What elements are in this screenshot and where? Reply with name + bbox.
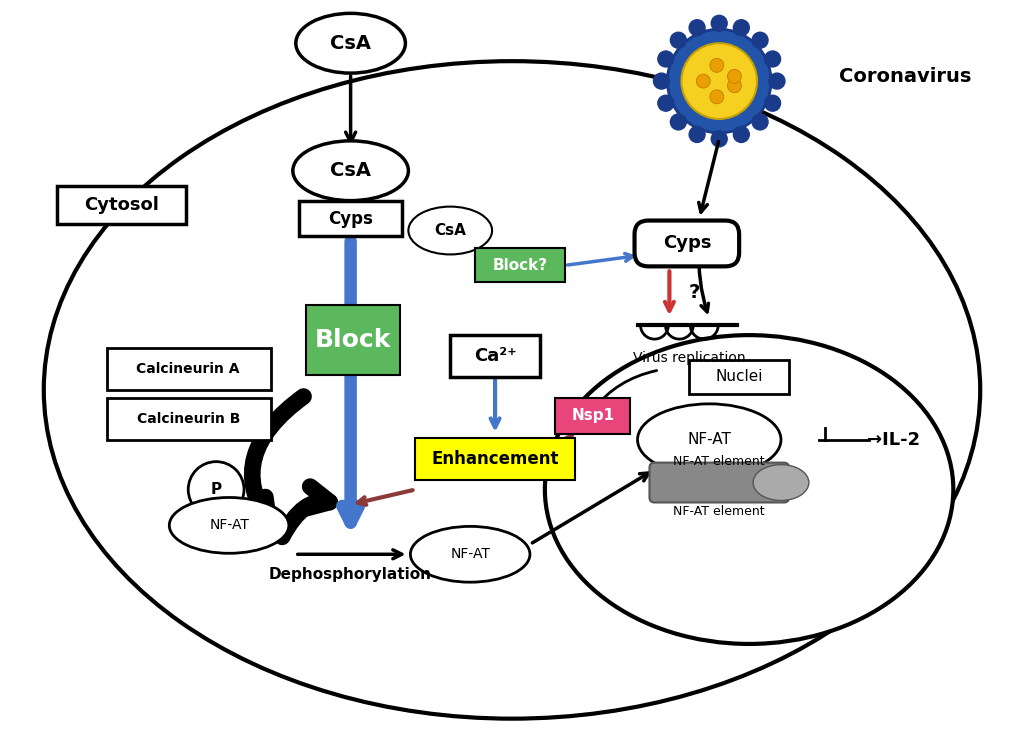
Ellipse shape (671, 32, 686, 48)
Text: NF-AT: NF-AT (451, 548, 490, 561)
Text: Ca²⁺: Ca²⁺ (474, 347, 516, 365)
Text: CsA: CsA (330, 161, 371, 180)
Ellipse shape (769, 73, 785, 89)
Ellipse shape (753, 465, 809, 501)
Ellipse shape (657, 95, 674, 111)
Text: Block: Block (314, 328, 391, 352)
Text: Calcineurin B: Calcineurin B (136, 412, 240, 426)
Ellipse shape (689, 20, 706, 36)
FancyBboxPatch shape (649, 463, 788, 502)
Text: Dephosphorylation: Dephosphorylation (269, 567, 432, 582)
Text: CsA: CsA (434, 223, 466, 238)
Ellipse shape (681, 43, 757, 119)
Bar (416, 438, 574, 479)
Ellipse shape (653, 73, 670, 89)
Text: Nuclei: Nuclei (716, 370, 763, 384)
Ellipse shape (169, 498, 289, 553)
Ellipse shape (296, 13, 406, 73)
Text: NF-AT element: NF-AT element (674, 505, 765, 518)
Ellipse shape (727, 79, 741, 93)
Bar (56, 186, 186, 223)
FancyBboxPatch shape (635, 220, 739, 266)
Ellipse shape (712, 15, 727, 31)
Ellipse shape (638, 404, 781, 476)
Bar (555, 398, 630, 434)
Ellipse shape (712, 131, 727, 147)
Ellipse shape (545, 335, 953, 644)
Ellipse shape (727, 70, 741, 83)
Text: Block?: Block? (493, 258, 548, 273)
Ellipse shape (671, 114, 686, 130)
Ellipse shape (689, 127, 706, 143)
Ellipse shape (696, 74, 711, 88)
Text: NF-AT: NF-AT (687, 432, 731, 447)
Text: Coronavirus: Coronavirus (839, 67, 971, 86)
Ellipse shape (409, 206, 493, 255)
Text: Calcineurin A: Calcineurin A (136, 362, 240, 376)
Text: NF-AT: NF-AT (209, 518, 249, 532)
Ellipse shape (733, 20, 750, 36)
Text: →IL-2: →IL-2 (867, 430, 921, 449)
Bar (689, 360, 788, 394)
Bar (106, 348, 271, 390)
Bar (306, 305, 400, 375)
Ellipse shape (752, 114, 768, 130)
Ellipse shape (752, 32, 768, 48)
Ellipse shape (668, 29, 771, 133)
Text: CsA: CsA (330, 34, 371, 53)
Ellipse shape (411, 526, 530, 582)
Ellipse shape (188, 462, 244, 518)
Bar (475, 248, 565, 283)
Ellipse shape (657, 51, 674, 67)
Text: Cyps: Cyps (328, 209, 373, 228)
Text: Enhancement: Enhancement (431, 449, 559, 468)
Text: Virus replication: Virus replication (633, 351, 745, 365)
Ellipse shape (293, 141, 409, 201)
Ellipse shape (44, 61, 980, 719)
Ellipse shape (710, 90, 724, 104)
Text: Cytosol: Cytosol (84, 195, 159, 214)
Text: Nsp1: Nsp1 (571, 408, 614, 423)
Bar (451, 335, 540, 377)
Ellipse shape (765, 95, 780, 111)
Text: P: P (211, 482, 221, 497)
Text: Cyps: Cyps (664, 234, 712, 253)
Text: NF-AT element: NF-AT element (674, 455, 765, 468)
Bar (299, 201, 402, 236)
Ellipse shape (765, 51, 780, 67)
Ellipse shape (733, 127, 750, 143)
Text: ?: ? (688, 283, 700, 302)
Ellipse shape (710, 59, 724, 72)
Bar (106, 398, 271, 440)
